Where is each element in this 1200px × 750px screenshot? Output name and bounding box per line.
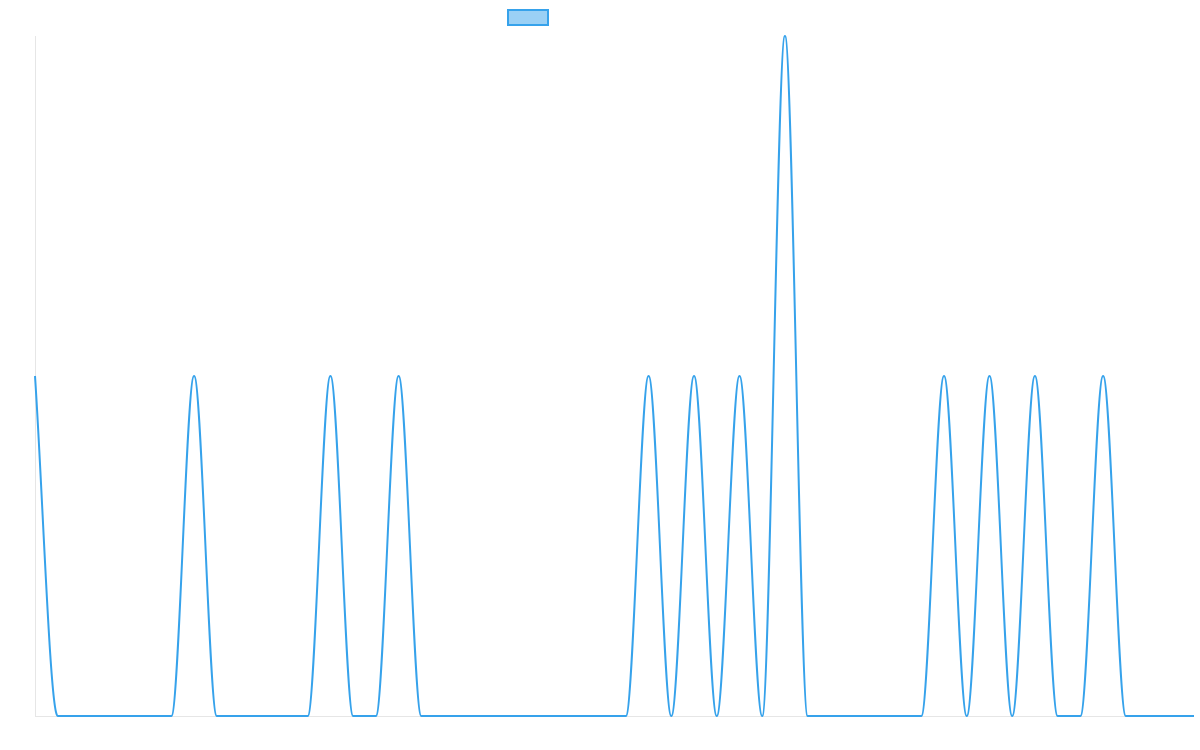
data-point[interactable] bbox=[487, 713, 493, 719]
data-point[interactable] bbox=[1077, 713, 1083, 719]
data-point[interactable] bbox=[646, 373, 652, 379]
data-point[interactable] bbox=[259, 713, 265, 719]
series-line-0 bbox=[34, 35, 1194, 717]
data-point[interactable] bbox=[1123, 713, 1129, 719]
data-point[interactable] bbox=[1146, 713, 1152, 719]
data-point[interactable] bbox=[305, 713, 311, 719]
data-point[interactable] bbox=[282, 713, 288, 719]
data-point[interactable] bbox=[668, 713, 674, 719]
data-point[interactable] bbox=[918, 713, 924, 719]
data-point[interactable] bbox=[873, 713, 879, 719]
data-point[interactable] bbox=[168, 713, 174, 719]
data-point[interactable] bbox=[373, 713, 379, 719]
data-point[interactable] bbox=[396, 373, 402, 379]
data-point[interactable] bbox=[1168, 713, 1174, 719]
data-point[interactable] bbox=[1100, 373, 1106, 379]
data-point[interactable] bbox=[418, 713, 424, 719]
data-point[interactable] bbox=[100, 713, 106, 719]
data-point[interactable] bbox=[123, 713, 129, 719]
data-point[interactable] bbox=[441, 713, 447, 719]
data-point[interactable] bbox=[782, 33, 788, 39]
data-point[interactable] bbox=[555, 713, 561, 719]
data-point[interactable] bbox=[55, 713, 61, 719]
series-layer bbox=[32, 33, 1197, 719]
data-point[interactable] bbox=[1009, 713, 1015, 719]
data-point[interactable] bbox=[986, 373, 992, 379]
data-point[interactable] bbox=[532, 713, 538, 719]
data-point[interactable] bbox=[464, 713, 470, 719]
data-point[interactable] bbox=[714, 713, 720, 719]
legend-swatch[interactable] bbox=[507, 9, 549, 26]
data-point[interactable] bbox=[623, 713, 629, 719]
data-point[interactable] bbox=[827, 713, 833, 719]
data-point[interactable] bbox=[1055, 713, 1061, 719]
data-point[interactable] bbox=[600, 713, 606, 719]
data-point[interactable] bbox=[896, 713, 902, 719]
data-point[interactable] bbox=[805, 713, 811, 719]
data-point[interactable] bbox=[32, 373, 38, 379]
data-point[interactable] bbox=[964, 713, 970, 719]
data-point[interactable] bbox=[237, 713, 243, 719]
data-point[interactable] bbox=[350, 713, 356, 719]
data-point[interactable] bbox=[1191, 713, 1197, 719]
data-point[interactable] bbox=[941, 373, 947, 379]
legend bbox=[507, 9, 549, 26]
data-point[interactable] bbox=[509, 713, 515, 719]
data-point[interactable] bbox=[146, 713, 152, 719]
data-point[interactable] bbox=[191, 373, 197, 379]
data-point[interactable] bbox=[1032, 373, 1038, 379]
data-point[interactable] bbox=[691, 373, 697, 379]
data-point[interactable] bbox=[850, 713, 856, 719]
data-point[interactable] bbox=[577, 713, 583, 719]
data-point[interactable] bbox=[77, 713, 83, 719]
data-point[interactable] bbox=[214, 713, 220, 719]
data-point[interactable] bbox=[759, 713, 765, 719]
data-point[interactable] bbox=[327, 373, 333, 379]
data-point[interactable] bbox=[736, 373, 742, 379]
